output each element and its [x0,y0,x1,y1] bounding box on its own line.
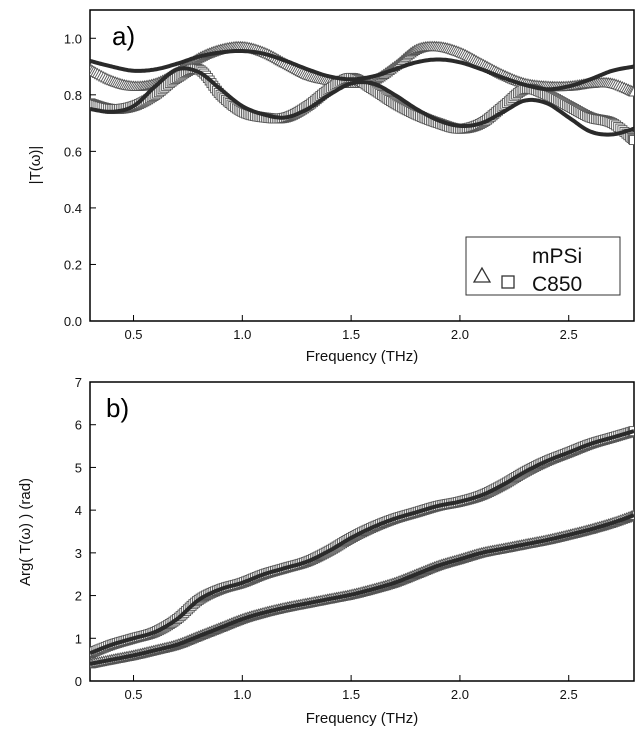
ytick-label: 1 [75,631,82,646]
series-line-c850-fit [90,66,634,137]
series-line-mpsi-fit [90,49,634,92]
xtick-label: 1.0 [233,687,251,702]
ytick-label: 0.8 [64,88,82,103]
legend-marker-square [501,275,515,289]
xtick-label: 1.5 [342,687,360,702]
ytick-label: 2 [75,589,82,604]
xtick-label: 2.0 [451,687,469,702]
panel-a-series [90,40,634,146]
legend-box [465,236,621,296]
ytick-label: 0 [75,674,82,689]
panel-b-series [90,426,634,669]
ytick-label: 0.6 [64,144,82,159]
panel-b-xlabel: Frequency (THz) [306,710,419,727]
legend-entry-mpsi: mPSi [532,245,582,268]
data-point [628,86,634,97]
panel-a-label: a) [112,21,135,51]
panel-a-ylabel: |T(ω)| [27,146,44,185]
xtick-label: 2.5 [560,687,578,702]
panel-b-label: b) [106,393,129,423]
panel-b-ylabel: Arg( T(ω) ) (rad) [17,478,34,586]
data-point [629,135,634,146]
ytick-label: 7 [75,375,82,390]
panel-a-xlabel: Frequency (THz) [306,348,419,365]
xtick-label: 2.5 [560,327,578,342]
ytick-label: 0.4 [64,201,82,216]
xtick-label: 0.5 [124,327,142,342]
ytick-label: 6 [75,418,82,433]
ytick-label: 3 [75,546,82,561]
ytick-label: 1.0 [64,31,82,46]
ytick-label: 0.2 [64,257,82,272]
panel-b: 0.5 1.0 1.5 2.0 2.5 0 1 2 3 4 5 6 7 b) Frequency (TH… [17,375,635,727]
panel-a-ticks: 0.5 1.0 1.5 2.0 2.5 0.0 0.2 0.4 0.6 0.8 1.0 [64,31,578,342]
ytick-label: 4 [75,503,82,518]
legend: mPSi C850 [465,236,621,296]
xtick-label: 2.0 [451,327,469,342]
legend-marker-triangle [472,266,492,283]
xtick-label: 0.5 [124,687,142,702]
series-line-mpsi-fit [90,513,634,666]
series-line-c850-fit [90,429,634,656]
ytick-label: 5 [75,460,82,475]
ytick-label: 0.0 [64,314,82,329]
xtick-label: 1.5 [342,327,360,342]
panel-a: 0.5 1.0 1.5 2.0 2.5 0.0 0.2 0.4 0.6 0.8 1.0 a) Fre… [27,9,635,365]
panel-b-ticks: 0.5 1.0 1.5 2.0 2.5 0 1 2 3 4 5 6 7 [75,375,578,702]
xtick-label: 1.0 [233,327,251,342]
legend-entry-c850: C850 [532,273,582,296]
